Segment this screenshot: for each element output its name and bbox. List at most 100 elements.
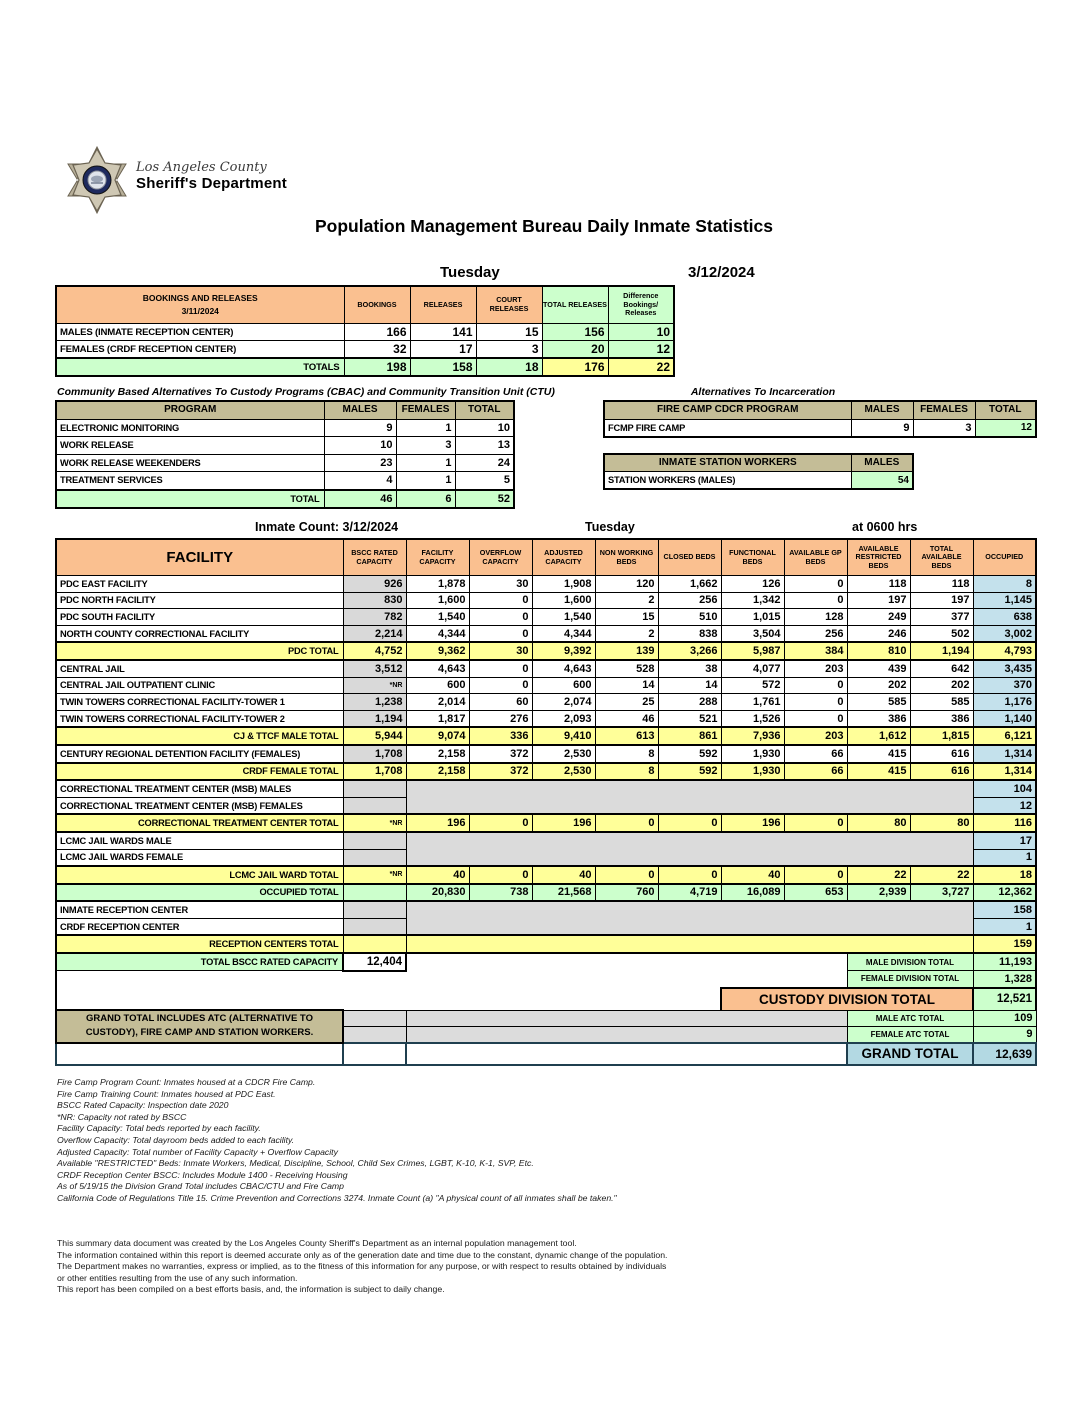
facility-row: CENTRAL JAIL 3,512 4,643 0 4,643 528 38 4,077 20… bbox=[55, 659, 1037, 678]
value-cell: 4,344 bbox=[405, 624, 470, 643]
value-cell: 0 bbox=[594, 813, 659, 833]
value-cell: 830 bbox=[342, 591, 407, 610]
value-cell: 0 bbox=[783, 591, 848, 610]
col-facility-capacity: FACILITY CAPACITY bbox=[405, 538, 470, 576]
facility-label: CRDF RECEPTION CENTER bbox=[55, 917, 344, 936]
facility-label: PDC NORTH FACILITY bbox=[55, 591, 344, 610]
merged-cell bbox=[405, 797, 974, 815]
value-cell: 1,761 bbox=[720, 693, 785, 711]
value-cell: 0 bbox=[783, 709, 848, 728]
value-cell: 0 bbox=[783, 813, 848, 833]
bscc-cell bbox=[342, 831, 407, 850]
value-cell: 6,121 bbox=[972, 726, 1037, 746]
value-cell: 585 bbox=[846, 693, 911, 711]
col-available-gp-beds: AVAILABLE GP BEDS bbox=[783, 538, 848, 576]
value-cell: 15 bbox=[594, 608, 659, 626]
value-cell: 0 bbox=[594, 865, 659, 885]
value-cell: 2,530 bbox=[531, 744, 596, 764]
bookings-table-title: BOOKINGS AND RELEASES 3/11/2024 bbox=[55, 285, 345, 324]
occupied-cell: 1 bbox=[972, 917, 1037, 936]
col-releases: RELEASES bbox=[409, 285, 477, 324]
value-cell: 3,002 bbox=[972, 624, 1037, 643]
value-cell: 782 bbox=[342, 608, 407, 626]
col-program: PROGRAM bbox=[55, 400, 325, 420]
col-available-restricted-beds: AVAILABLE RESTRICTED BEDS bbox=[846, 538, 911, 576]
value-cell: 1,908 bbox=[531, 575, 596, 593]
facility-row: CENTURY REGIONAL DETENTION FACILITY (FEM… bbox=[55, 744, 1037, 764]
cbac-row: WORK RELEASE WEEKENDERS 23 1 24 bbox=[55, 453, 515, 472]
value-cell: 40 bbox=[405, 865, 470, 885]
value-cell: 0 bbox=[468, 865, 533, 885]
logo-county-text: Los Angeles County bbox=[136, 160, 267, 175]
value-cell: 202 bbox=[846, 676, 911, 695]
value-cell: 80 bbox=[846, 813, 911, 833]
report-day: Tuesday bbox=[440, 264, 500, 281]
occupied-cell: 17 bbox=[972, 831, 1037, 850]
footnote-line: CRDF Reception Center BSCC: Includes Mod… bbox=[57, 1169, 348, 1180]
value-cell: 642 bbox=[909, 659, 974, 678]
value-cell: 5,987 bbox=[720, 641, 785, 661]
value-cell: 384 bbox=[783, 641, 848, 661]
value-cell: 120 bbox=[594, 575, 659, 593]
value-cell: 0 bbox=[468, 676, 533, 695]
footnotes: Fire Camp Program Count: Inmates housed … bbox=[57, 1077, 617, 1205]
footnote-line: *NR: Capacity not rated by BSCC bbox=[57, 1111, 187, 1122]
bscc-cell bbox=[342, 796, 407, 815]
bscc-cell bbox=[342, 917, 407, 936]
facility-row: RECEPTION CENTERS TOTAL 159 bbox=[55, 934, 1037, 955]
value-cell: 2,014 bbox=[405, 693, 470, 711]
value-cell: 2,530 bbox=[531, 761, 596, 782]
value-cell: 249 bbox=[846, 608, 911, 626]
footnote-line: Available "RESTRICTED" Beds: Inmate Work… bbox=[57, 1158, 534, 1169]
value-cell: 128 bbox=[783, 608, 848, 626]
merged-cell bbox=[405, 831, 974, 849]
value-cell: 1,015 bbox=[720, 608, 785, 626]
value-cell: 1,314 bbox=[972, 761, 1037, 782]
col-sw-males: MALES bbox=[850, 453, 914, 472]
facility-label: CJ & TTCF MALE TOTAL bbox=[55, 726, 344, 746]
facility-row: PDC NORTH FACILITY 830 1,600 0 1,600 2 256 1,34… bbox=[55, 591, 1037, 610]
value-cell: 1,612 bbox=[846, 726, 911, 746]
value-cell: 40 bbox=[720, 865, 785, 885]
cbac-row: ELECTRONIC MONITORING 9 1 10 bbox=[55, 418, 515, 437]
value-cell bbox=[342, 882, 407, 903]
value-cell: 203 bbox=[783, 726, 848, 746]
footnote-line: Adjusted Capacity: Total number of Facil… bbox=[57, 1146, 338, 1157]
col-fc-total: TOTAL bbox=[974, 400, 1037, 420]
value-cell: 5,944 bbox=[342, 726, 407, 746]
value-cell: *NR bbox=[342, 865, 407, 885]
value-cell: 0 bbox=[468, 659, 533, 678]
value-cell: 139 bbox=[594, 641, 659, 661]
facility-label: CORRECTIONAL TREATMENT CENTER (MSB) MALE… bbox=[55, 779, 344, 798]
male-atc-row: GRAND TOTAL INCLUDES ATC (ALTERNATIVE TO… bbox=[55, 1009, 1037, 1044]
col-bscc-rated: BSCC RATED CAPACITY bbox=[342, 538, 407, 576]
value-cell: 126 bbox=[720, 575, 785, 593]
value-cell: 653 bbox=[783, 882, 848, 903]
col-closed-beds: CLOSED BEDS bbox=[657, 538, 722, 576]
grand-total-row: GRAND TOTAL 12,639 bbox=[55, 1041, 1038, 1066]
value-cell: 377 bbox=[909, 608, 974, 626]
bookings-releases-table: BOOKINGS AND RELEASES 3/11/2024 BOOKINGS … bbox=[55, 285, 675, 377]
value-cell: 16,089 bbox=[720, 882, 785, 903]
value-cell: 9,392 bbox=[531, 641, 596, 661]
value-cell: 3,727 bbox=[909, 882, 974, 903]
col-non-working-beds: NON WORKING BEDS bbox=[594, 538, 659, 576]
facility-label: CRDF FEMALE TOTAL bbox=[55, 761, 344, 782]
station-workers-header: INMATE STATION WORKERS bbox=[603, 453, 852, 472]
footnote-line: Facility Capacity: Total beds reported b… bbox=[57, 1123, 261, 1134]
col-cbac-males: MALES bbox=[323, 400, 397, 420]
value-cell: 638 bbox=[972, 608, 1037, 626]
value-cell: 203 bbox=[783, 659, 848, 678]
value-cell: 439 bbox=[846, 659, 911, 678]
facility-label: CENTRAL JAIL OUTPATIENT CLINIC bbox=[55, 676, 344, 695]
value-cell: 256 bbox=[783, 624, 848, 643]
col-facility: FACILITY bbox=[55, 538, 344, 576]
inmate-count-label: Inmate Count: 3/12/2024 bbox=[255, 520, 399, 534]
value-cell: 9,362 bbox=[405, 641, 470, 661]
page-title: Population Management Bureau Daily Inmat… bbox=[314, 216, 774, 236]
value-cell: 336 bbox=[468, 726, 533, 746]
value-cell: 592 bbox=[657, 744, 722, 764]
facility-label: NORTH COUNTY CORRECTIONAL FACILITY bbox=[55, 624, 344, 643]
facility-row: TWIN TOWERS CORRECTIONAL FACILITY-TOWER … bbox=[55, 709, 1037, 728]
value-cell: 3,266 bbox=[657, 641, 722, 661]
